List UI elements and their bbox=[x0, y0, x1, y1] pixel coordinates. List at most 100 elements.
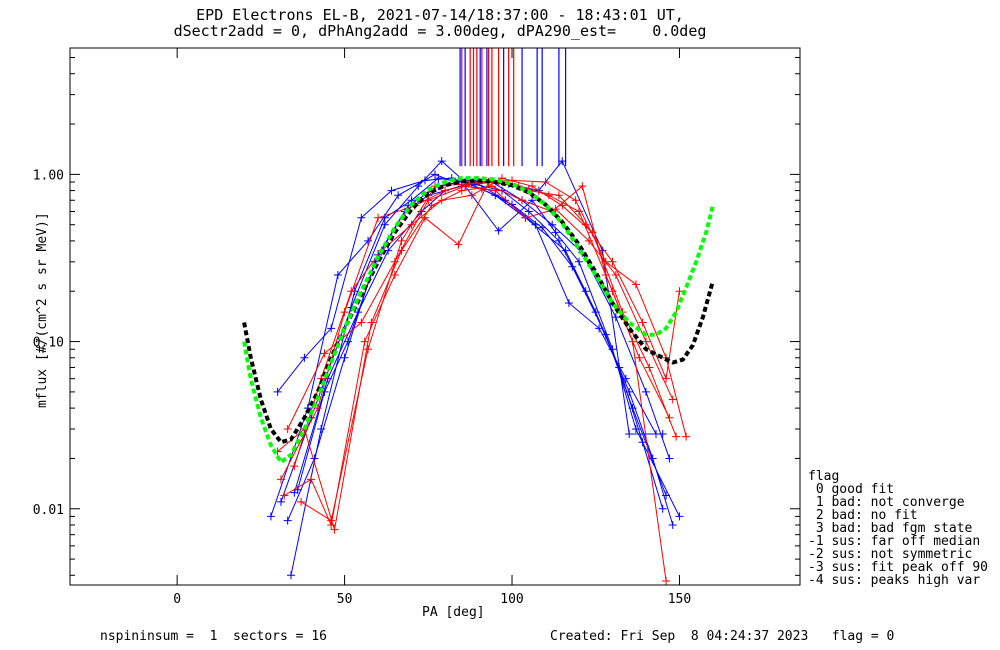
y-tick-label: 0.10 bbox=[33, 336, 64, 351]
x-tick-label: 100 bbox=[500, 592, 523, 607]
blue-data-point bbox=[276, 497, 285, 506]
red-data-point bbox=[437, 196, 446, 205]
legend-item: 3 bad: bad fgm state bbox=[808, 521, 973, 536]
red-data-point bbox=[397, 236, 406, 245]
y-tick-label: 0.01 bbox=[33, 503, 64, 518]
y-tick-label: 1.00 bbox=[33, 168, 64, 183]
legend-item: 1 bad: not converge bbox=[808, 495, 965, 510]
red-data-point bbox=[558, 201, 567, 210]
chart-title-line2: dSectr2add = 0, dPhAng2add = 3.00deg, dP… bbox=[173, 22, 707, 40]
red-series-line-9 bbox=[293, 177, 677, 467]
red-data-point bbox=[340, 308, 349, 317]
blue-data-point bbox=[601, 330, 610, 339]
red-data-point bbox=[290, 462, 299, 471]
blue-data-point bbox=[554, 236, 563, 245]
blue-series-line-1 bbox=[290, 177, 664, 576]
red-data-point bbox=[641, 337, 650, 346]
blue-data-point bbox=[273, 387, 282, 396]
red-data-point bbox=[672, 432, 681, 441]
red-data-point bbox=[645, 363, 654, 372]
blue-data-point bbox=[317, 424, 326, 433]
blue-data-point bbox=[668, 520, 677, 529]
red-data-point bbox=[307, 475, 316, 484]
legend-title: flag bbox=[808, 469, 840, 484]
data-series-layer bbox=[266, 48, 691, 585]
blue-data-point bbox=[568, 262, 577, 271]
y-axis-label: mflux [#/(cm^2 s sr MeV)] bbox=[35, 212, 50, 408]
blue-data-point bbox=[283, 516, 292, 525]
blue-data-point bbox=[333, 271, 342, 280]
red-data-point bbox=[578, 182, 587, 191]
red-data-point bbox=[668, 395, 677, 404]
blue-data-point bbox=[625, 430, 634, 439]
blue-data-point bbox=[431, 170, 439, 179]
red-data-point bbox=[320, 349, 329, 358]
blue-data-point bbox=[343, 337, 352, 346]
blue-data-point bbox=[621, 374, 630, 383]
red-data-point bbox=[464, 179, 473, 188]
green-fit-curve bbox=[242, 176, 715, 466]
red-data-point bbox=[662, 374, 671, 383]
red-data-point bbox=[441, 186, 450, 195]
blue-data-point bbox=[538, 223, 547, 232]
red-data-point bbox=[571, 196, 580, 205]
blue-data-point bbox=[631, 424, 640, 433]
x-tick-label: 50 bbox=[337, 592, 353, 607]
red-data-point bbox=[581, 220, 590, 229]
red-data-point bbox=[454, 240, 463, 249]
red-data-point bbox=[638, 318, 647, 327]
blue-data-point bbox=[595, 324, 604, 333]
blue-data-point bbox=[387, 186, 396, 195]
red-data-point bbox=[297, 497, 306, 506]
red-data-point bbox=[357, 318, 366, 327]
red-data-point bbox=[367, 318, 376, 327]
red-data-point bbox=[508, 176, 517, 185]
blue-data-point bbox=[528, 196, 537, 205]
blue-data-point bbox=[564, 299, 573, 308]
red-data-point bbox=[327, 516, 336, 525]
red-data-point bbox=[682, 432, 691, 441]
blue-data-point bbox=[628, 404, 637, 413]
chart-title-line1: EPD Electrons EL-B, 2021-07-14/18:37:00 … bbox=[196, 6, 684, 24]
blue-series-line-3 bbox=[293, 181, 657, 493]
legend-item: -4 sus: peaks high var bbox=[808, 573, 981, 588]
red-data-point bbox=[374, 213, 383, 222]
x-axis-label: PA [deg] bbox=[422, 605, 485, 620]
red-data-point bbox=[467, 191, 476, 200]
red-data-point bbox=[528, 182, 537, 191]
blue-data-point bbox=[658, 430, 667, 439]
blue-data-point bbox=[420, 176, 429, 185]
red-data-point bbox=[364, 345, 373, 354]
red-data-point bbox=[283, 424, 292, 433]
blue-data-point bbox=[551, 228, 560, 237]
red-data-point bbox=[491, 186, 500, 195]
blue-data-point bbox=[675, 512, 684, 521]
red-data-point bbox=[611, 271, 620, 280]
red-data-point bbox=[551, 205, 560, 214]
flag-legend: flag 0 good fit 1 bad: not converge 2 ba… bbox=[808, 470, 988, 587]
red-data-point bbox=[541, 178, 550, 187]
blue-data-point bbox=[548, 220, 557, 229]
blue-data-point bbox=[340, 353, 349, 362]
blue-data-point bbox=[508, 200, 517, 209]
red-series-line-8 bbox=[277, 185, 667, 582]
blue-data-point bbox=[558, 157, 567, 166]
legend-item: 2 bad: no fit bbox=[808, 508, 918, 523]
legend-item: -2 sus: not symmetric bbox=[808, 547, 973, 562]
blue-data-point bbox=[327, 324, 336, 333]
blue-data-point bbox=[437, 157, 446, 166]
legend-item: 0 good fit bbox=[808, 482, 895, 497]
footer-sectors: nspininsum = 1 sectors = 16 bbox=[100, 629, 327, 644]
x-tick-label: 150 bbox=[668, 592, 691, 607]
red-data-point bbox=[675, 287, 684, 296]
red-series-line-12 bbox=[300, 181, 680, 522]
black-fit-curve bbox=[242, 178, 715, 445]
red-data-point bbox=[554, 191, 563, 200]
blue-data-point bbox=[574, 257, 583, 266]
blue-data-point bbox=[300, 353, 309, 362]
red-data-point bbox=[631, 280, 640, 289]
blue-data-point bbox=[611, 313, 620, 322]
plot-frame bbox=[69, 47, 801, 586]
red-data-point bbox=[360, 337, 369, 346]
red-data-point bbox=[628, 337, 637, 346]
